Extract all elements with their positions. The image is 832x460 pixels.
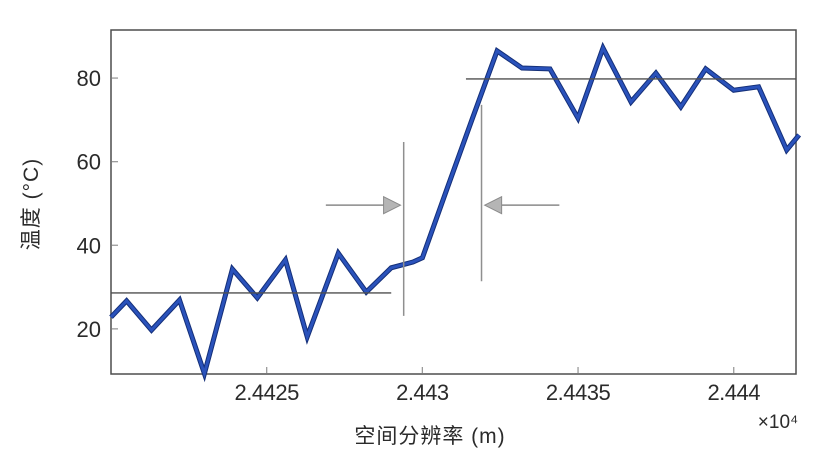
series-line-edge <box>109 41 802 383</box>
x-axis-label: 空间分辨率 (m) <box>354 425 506 448</box>
y-tick-label: 20 <box>77 317 101 342</box>
y-tick-label: 60 <box>77 150 101 175</box>
y-tick-label: 40 <box>77 233 101 258</box>
right-arrow-head-icon <box>483 195 503 215</box>
x-axis-multiplier: ×10⁴ <box>757 412 799 433</box>
x-tick-label: 2.4425 <box>235 380 300 405</box>
y-axis-label: 温度 (°C) <box>20 157 43 251</box>
series-line <box>109 44 801 379</box>
left-arrow-head-icon <box>383 195 402 215</box>
y-tick-label: 80 <box>77 66 101 91</box>
x-tick-label: 2.444 <box>707 380 760 405</box>
x-tick-label: 2.443 <box>396 380 449 405</box>
x-tick-label: 2.4435 <box>546 380 611 405</box>
plot-border <box>110 29 797 375</box>
